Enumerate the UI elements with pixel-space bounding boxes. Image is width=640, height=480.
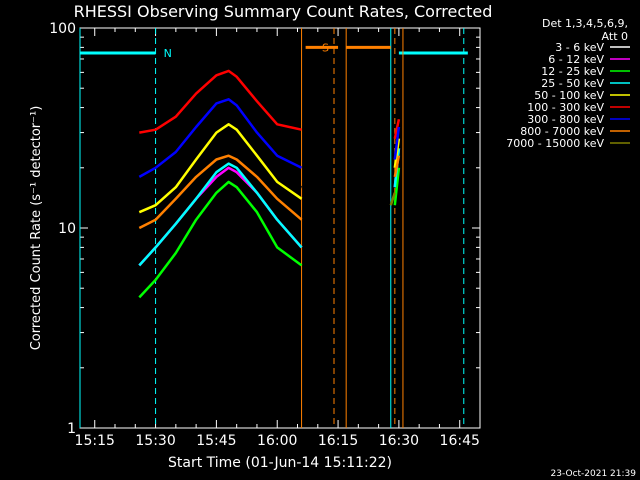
legend-header-line-1: Det 1,3,4,5,6,9, [542, 17, 628, 30]
legend-label: 50 - 100 keV [534, 89, 604, 102]
x-tick-label: 16:45 [440, 433, 480, 449]
series-line [138, 162, 303, 267]
series-line [139, 69, 302, 134]
y-tick-label: 1 [67, 421, 76, 437]
legend-label: 100 - 300 keV [527, 101, 604, 114]
series-line [138, 123, 303, 214]
x-tick-label: 15:45 [196, 433, 236, 449]
flag-label-N: N [164, 47, 172, 60]
plot-axes: 15:15 15:30 15:45 16:00 16:15 16:30 16:45 1 10 10… [49, 21, 481, 449]
flag-label-S: S [322, 41, 329, 54]
chart-title: RHESSI Observing Summary Count Rates, Co… [74, 2, 493, 21]
x-tick-label: 16:30 [379, 433, 419, 449]
legend-label: 7000 - 15000 keV [506, 137, 604, 150]
legend-label: 800 - 7000 keV [520, 125, 604, 138]
series-line [393, 126, 401, 160]
y-axis-label: Corrected Count Rate (s⁻¹ detector⁻¹) [29, 106, 44, 351]
series-line [138, 98, 303, 178]
series-line [389, 192, 396, 206]
series-line [138, 154, 303, 230]
legend-label: 3 - 6 keV [555, 41, 604, 54]
legend-header-line-2: Att 0 [602, 30, 628, 43]
series-line [138, 158, 302, 194]
legend-label: 6 - 12 keV [548, 53, 604, 66]
series-line [393, 118, 401, 139]
series-line [138, 180, 303, 299]
series-line [393, 155, 401, 178]
y-tick-label: 10 [58, 221, 76, 237]
x-axis-label: Start Time (01-Jun-14 15:11:22) [168, 455, 392, 471]
legend-label: 300 - 800 keV [527, 113, 604, 126]
y-tick-label: 100 [49, 21, 76, 37]
footer-stamp: 23-Oct-2021 21:39 [551, 469, 637, 479]
x-tick-label: 16:15 [318, 433, 358, 449]
x-tick-label: 15:30 [135, 433, 175, 449]
x-tick-label: 16:00 [257, 433, 297, 449]
legend-label: 12 - 25 keV [541, 65, 604, 78]
x-tick-label: 15:15 [75, 433, 115, 449]
series-line [393, 167, 401, 206]
legend-label: 25 - 50 keV [541, 77, 604, 90]
